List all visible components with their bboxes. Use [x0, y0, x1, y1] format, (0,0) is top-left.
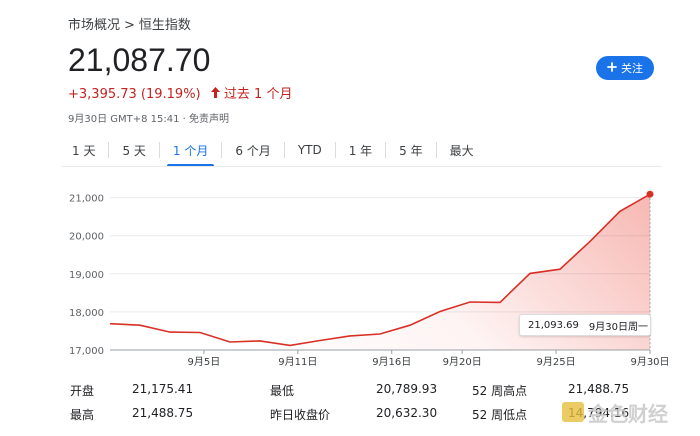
x-tick-label: 9月25日	[537, 356, 576, 368]
y-tick-label: 18,000	[69, 308, 104, 319]
area-fill	[110, 194, 650, 350]
x-tick-label: 9月20日	[443, 356, 482, 368]
tooltip-value: 21,093.69	[528, 319, 579, 331]
y-tick-label: 17,000	[69, 346, 104, 357]
y-tick-label: 21,000	[69, 194, 104, 205]
tab-divider	[334, 142, 336, 158]
watermark-logo	[562, 402, 584, 422]
stat-label-high: 最高	[70, 408, 95, 422]
tab-1m[interactable]: 1 个月	[163, 136, 218, 167]
watermark-text: 金色财经	[588, 402, 668, 426]
stat-value-low: 20,789.93	[376, 382, 438, 396]
tab-ytd[interactable]: YTD	[297, 143, 322, 157]
crosshair-dot	[646, 190, 654, 198]
tab-6m[interactable]: 6 个月	[235, 143, 271, 158]
follow-button-label: 关注	[621, 62, 643, 75]
stat-label-52w-low: 52 周低点	[472, 408, 528, 422]
breadcrumb-parent[interactable]: 市场概况	[68, 18, 121, 33]
price-change: +3,395.73 (19.19%) 过去 1 个月	[68, 83, 292, 102]
range-tabs: 1 天 5 天 1 个月 6 个月 YTD 1 年 5 年 最大	[62, 136, 484, 167]
stat-label-52w-high: 52 周高点	[472, 384, 528, 398]
tab-1y[interactable]: 1 年	[348, 143, 373, 158]
tab-divider	[385, 142, 387, 158]
stat-label-low: 最低	[270, 384, 295, 398]
y-tick-label: 20,000	[69, 232, 104, 243]
chart-tooltip: 21,093.69 9月30日周一	[519, 314, 651, 336]
stat-value-open: 21,175.41	[132, 382, 194, 396]
price-line	[109, 193, 651, 347]
tab-1d[interactable]: 1 天	[72, 143, 96, 158]
timestamp: 9月30日 GMT+8 15:41 · 免责声明	[68, 114, 230, 125]
tab-divider	[108, 142, 110, 158]
tab-divider	[283, 142, 285, 158]
stat-label-prev-close: 昨日收盘价	[270, 408, 331, 422]
stat-value-prev-close: 20,632.30	[376, 406, 438, 420]
tab-5y[interactable]: 5 年	[399, 143, 423, 158]
tabs-divider-line	[62, 166, 662, 167]
x-tick-label: 9月16日	[372, 356, 411, 368]
tab-divider	[221, 142, 223, 158]
follow-button[interactable]: 关注	[596, 56, 654, 80]
x-tick-label: 9月5日	[188, 356, 221, 368]
stat-label-open: 开盘	[70, 384, 95, 398]
breadcrumb-current: 恒生指数	[138, 18, 191, 33]
tab-divider	[158, 142, 160, 158]
tab-5d[interactable]: 5 天	[122, 143, 146, 158]
x-tick-label: 9月30日	[630, 356, 669, 368]
breadcrumb-separator: >	[124, 18, 135, 33]
y-tick-label: 19,000	[69, 270, 104, 281]
index-price: 21,087.70	[68, 42, 211, 78]
breadcrumb: 市场概况 > 恒生指数	[68, 14, 191, 33]
tab-divider	[435, 142, 437, 158]
arrow-up-icon	[210, 87, 224, 102]
stat-value-52w-high: 21,488.75	[568, 382, 630, 396]
tooltip-date: 9月30日周一	[588, 321, 648, 333]
stat-value-high: 21,488.75	[132, 406, 194, 420]
tab-max[interactable]: 最大	[449, 143, 474, 158]
price-change-value: +3,395.73 (19.19%)	[68, 87, 201, 102]
plus-icon	[607, 61, 617, 75]
period-label: 过去 1 个月	[223, 87, 293, 102]
x-tick-label: 9月11日	[278, 356, 317, 368]
price-chart[interactable]: 21,000 20,000 19,000 18,000 17,000 9月5日 9月11日 9…	[60, 180, 670, 375]
